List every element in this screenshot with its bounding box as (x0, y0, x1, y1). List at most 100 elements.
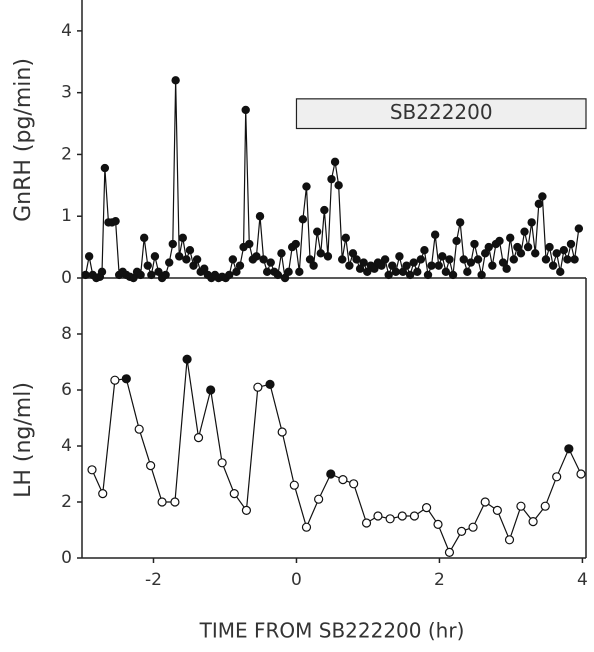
data-point (427, 261, 436, 270)
data-point (345, 261, 354, 270)
data-point (361, 518, 372, 528)
data-point (134, 424, 144, 434)
data-point (200, 264, 209, 273)
data-point (323, 252, 333, 261)
data-point (265, 379, 275, 389)
treatment-label: SB222200 (390, 100, 493, 124)
y-tick-label: 0 (61, 268, 72, 288)
data-point (488, 261, 497, 270)
data-point (277, 427, 287, 437)
data-point (284, 267, 293, 277)
data-point (139, 233, 149, 243)
x-tick-label: -2 (145, 570, 162, 590)
data-point (455, 218, 465, 227)
data-point (338, 255, 347, 264)
data-point (457, 526, 467, 537)
data-point (193, 433, 204, 443)
data-point (540, 501, 550, 511)
data-point (445, 255, 454, 264)
data-point (409, 511, 420, 521)
data-point (495, 236, 504, 246)
data-point (576, 469, 586, 479)
data-point (523, 242, 533, 252)
data-point (320, 205, 329, 215)
data-point (444, 547, 455, 558)
data-point (402, 261, 411, 270)
data-point (161, 270, 170, 280)
data-point (192, 255, 202, 264)
data-point (484, 242, 493, 252)
data-point (273, 270, 283, 280)
data-point (570, 255, 579, 264)
data-point (516, 501, 526, 511)
data-point (189, 261, 198, 270)
data-point (541, 255, 551, 264)
y-tick-label: 1 (61, 206, 72, 226)
x-tick-label: 0 (291, 570, 302, 590)
data-point (441, 267, 451, 277)
data-point (434, 261, 443, 270)
data-point (477, 270, 486, 280)
data-point (391, 267, 401, 277)
data-point (168, 239, 177, 249)
data-point (473, 255, 483, 264)
data-point (398, 267, 408, 277)
data-point (438, 252, 447, 261)
data-point (185, 245, 195, 255)
data-point (253, 382, 263, 392)
data-point (420, 245, 429, 255)
data-point (262, 267, 272, 277)
y-tick-label: 2 (61, 144, 72, 164)
data-point (552, 249, 561, 258)
data-point (563, 255, 572, 264)
data-point (384, 270, 393, 280)
data-point (452, 236, 461, 246)
data-point (110, 375, 120, 385)
data-point (480, 497, 490, 507)
data-point (121, 374, 131, 384)
data-point (416, 255, 426, 264)
data-point (397, 511, 407, 521)
data-point (559, 245, 569, 255)
data-point (157, 497, 167, 507)
data-point (87, 465, 97, 475)
data-point (330, 157, 340, 167)
data-point (309, 261, 318, 270)
data-point (305, 255, 315, 264)
data-point (377, 261, 386, 270)
data-point (175, 252, 184, 261)
data-point (566, 239, 576, 249)
data-point (298, 215, 308, 224)
data-point (349, 479, 359, 489)
data-point (182, 354, 192, 364)
data-point (520, 227, 529, 236)
data-point (556, 267, 565, 277)
data-point (229, 489, 239, 499)
y-tick-label: 6 (61, 380, 72, 400)
data-point (430, 230, 440, 239)
y-tick-label: 0 (61, 548, 72, 568)
y-axis-label: LH (ng/ml) (11, 382, 36, 498)
data-point (252, 252, 261, 261)
data-point (413, 267, 422, 277)
data-point (171, 76, 180, 85)
data-point (564, 444, 574, 454)
data-point (147, 270, 156, 280)
data-point (259, 255, 268, 264)
data-point (534, 199, 544, 209)
data-point (143, 261, 152, 270)
data-point (352, 255, 361, 264)
data-point (506, 233, 515, 243)
data-point (129, 273, 138, 283)
data-point (548, 261, 558, 270)
data-point (170, 497, 180, 507)
x-tick-label: 4 (577, 570, 588, 590)
data-point (84, 252, 94, 261)
data-point (146, 461, 156, 471)
data-point (380, 255, 390, 264)
data-point (136, 270, 145, 280)
data-point (277, 249, 286, 258)
data-point (302, 182, 311, 191)
data-point (513, 242, 522, 252)
